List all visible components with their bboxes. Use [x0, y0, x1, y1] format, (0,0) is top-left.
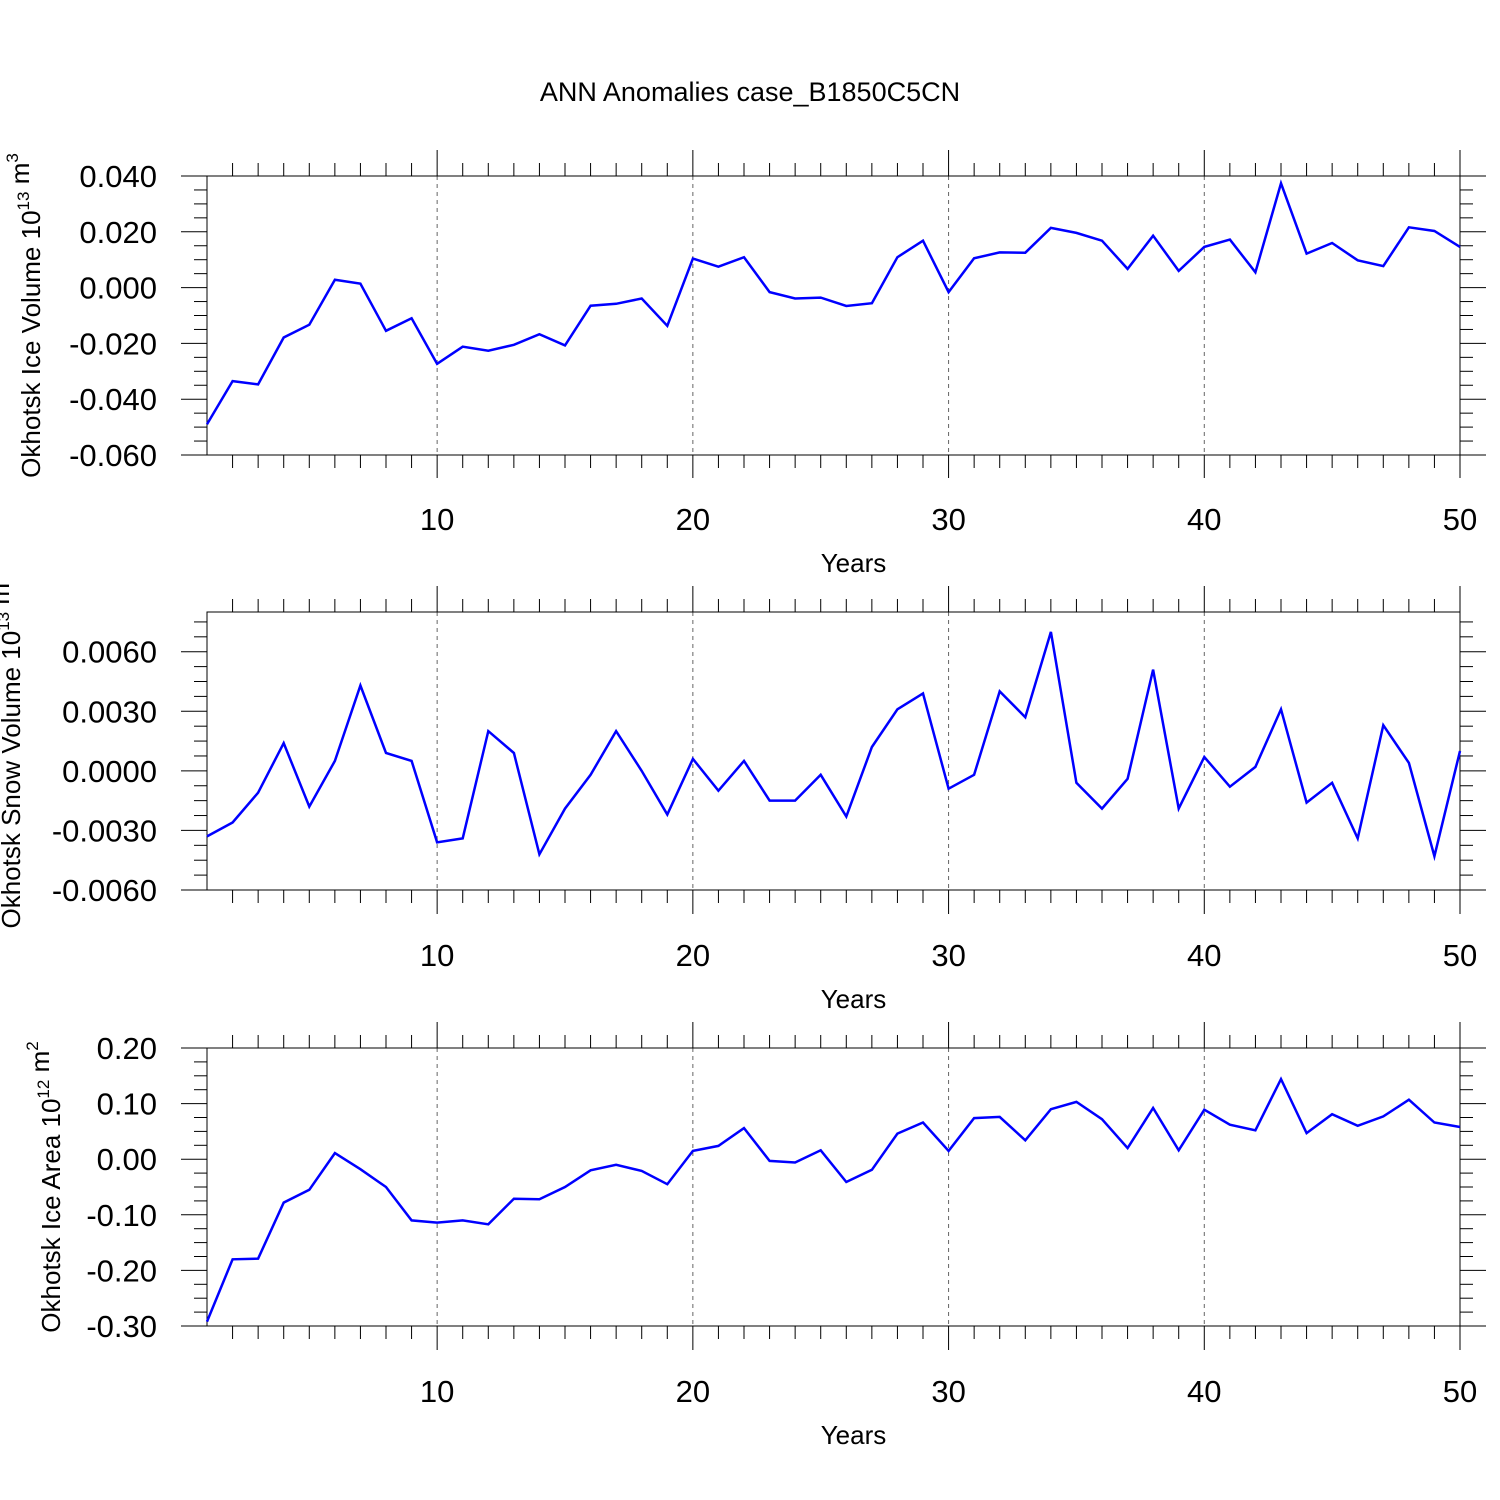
y-tick-label: 0.00	[97, 1142, 157, 1177]
panel-snow-volume: 10 20 30 40 50 -0.0060 -0.0030 0.0000 0.0030 0.00…	[0, 574, 1486, 1014]
y-tick-label: 0.0000	[62, 754, 157, 789]
x-axis-label: Years	[821, 984, 887, 1014]
y-tick-label: -0.060	[69, 438, 157, 473]
y-axis-label: Okhotsk Ice Area 1012 m2	[23, 1041, 66, 1332]
y-tick-label: 0.0060	[62, 635, 157, 670]
series-line-ice-area	[205, 1076, 1461, 1323]
y-tick-label: -0.20	[86, 1253, 157, 1288]
x-tick-label: 40	[1187, 1374, 1221, 1409]
x-tick-label: 10	[420, 1374, 454, 1409]
panel-ice-volume: 10 20 30 40 50 -0.060 -0.040 -0.020 0.000 0.020 0.…	[3, 150, 1486, 578]
figure-title: ANN Anomalies case_B1850C5CN	[540, 77, 960, 107]
x-axis-label: Years	[821, 548, 887, 578]
y-tick-label: -0.30	[86, 1309, 157, 1344]
x-tick-label: 40	[1187, 502, 1221, 537]
y-tick-label: -0.040	[69, 382, 157, 417]
x-tick-label: 20	[676, 938, 710, 973]
x-tick-label: 20	[676, 502, 710, 537]
y-tick-label: -0.0060	[52, 873, 157, 908]
y-tick-label: 0.000	[79, 271, 157, 306]
series-line-ice-volume	[205, 179, 1461, 425]
x-tick-label: 30	[931, 502, 965, 537]
y-tick-label: -0.0030	[52, 813, 157, 848]
y-axis-label: Okhotsk Ice Volume 1013 m3	[3, 153, 46, 478]
y-tick-label: 0.20	[97, 1031, 157, 1066]
x-tick-label: 30	[931, 938, 965, 973]
y-tick-label: 0.0030	[62, 694, 157, 729]
x-tick-label: 10	[420, 938, 454, 973]
plot-frame	[206, 1047, 1461, 1327]
x-tick-label: 40	[1187, 938, 1221, 973]
y-tick-label: 0.040	[79, 159, 157, 194]
x-tick-label: 50	[1443, 1374, 1477, 1409]
x-axis-label: Years	[821, 1420, 887, 1450]
x-tick-label: 50	[1443, 502, 1477, 537]
x-tick-label: 50	[1443, 938, 1477, 973]
y-tick-label: -0.020	[69, 326, 157, 361]
x-tick-label: 20	[676, 1374, 710, 1409]
y-tick-label: 0.020	[79, 215, 157, 250]
x-tick-label: 10	[420, 502, 454, 537]
y-axis-label: Okhotsk Snow Volume 1013 m3	[0, 574, 26, 929]
series-line-snow-volume	[206, 631, 1462, 862]
y-tick-label: 0.10	[97, 1087, 157, 1122]
y-tick-label: -0.10	[86, 1198, 157, 1233]
x-tick-label: 30	[931, 1374, 965, 1409]
plot-frame	[206, 611, 1461, 891]
panel-ice-area: 10 20 30 40 50 -0.30 -0.20 -0.10 0.00 0.10 0.20 Yea…	[23, 1022, 1486, 1450]
